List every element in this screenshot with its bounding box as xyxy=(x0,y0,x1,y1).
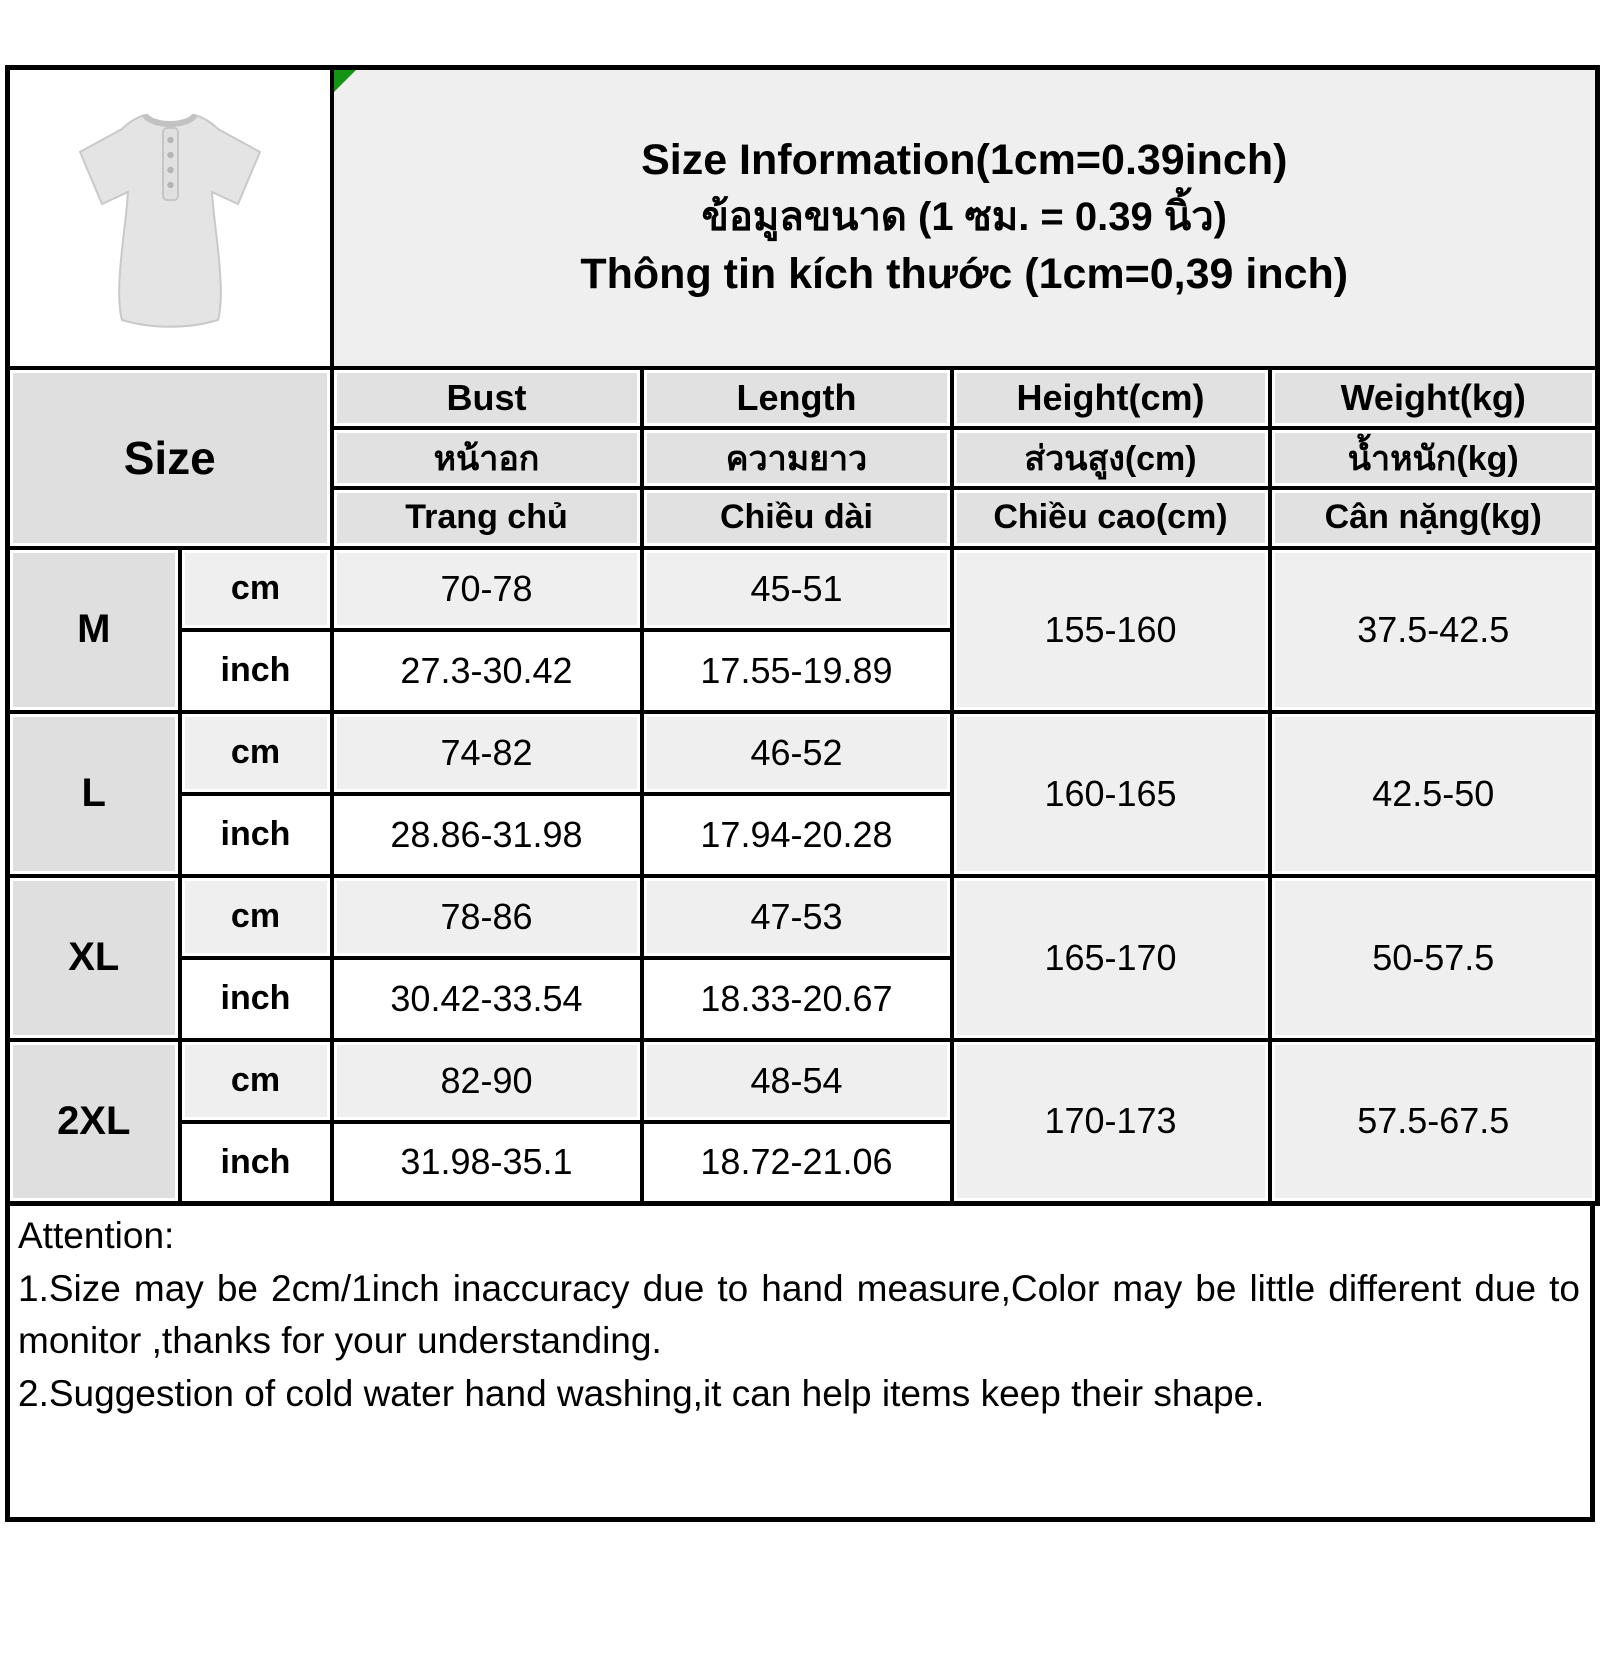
value-weight: 37.5-42.5 xyxy=(1267,545,1600,714)
value-weight: 57.5-67.5 xyxy=(1267,1037,1600,1206)
attention-heading: Attention: xyxy=(18,1215,175,1256)
size-chart-page: Size Information(1cm=0.39inch) ข้อมูลขนา… xyxy=(5,65,1600,1522)
value-bust-cm: 78-86 xyxy=(329,873,644,960)
unit-cm: cm xyxy=(177,1037,334,1124)
value-bust-cm: 74-82 xyxy=(329,709,644,796)
value-height: 155-160 xyxy=(949,545,1272,714)
header-bust-vi: Trang chủ xyxy=(329,485,644,550)
attention-note-2: 2.Suggestion of cold water hand washing,… xyxy=(18,1372,1265,1414)
unit-inch: inch xyxy=(177,627,334,714)
header-weight-vi: Cân nặng(kg) xyxy=(1267,485,1600,550)
value-length-inch: 18.72-21.06 xyxy=(639,1119,954,1206)
header-length-vi: Chiều dài xyxy=(639,485,954,550)
unit-cm: cm xyxy=(177,545,334,632)
size-table: Size Information(1cm=0.39inch) ข้อมูลขนา… xyxy=(5,65,1600,1206)
unit-cm: cm xyxy=(177,709,334,796)
header-height-th: ส่วนสูง(cm) xyxy=(949,425,1272,490)
size-label-m: M xyxy=(5,545,182,714)
value-bust-inch: 30.42-33.54 xyxy=(329,955,644,1042)
size-label-xl: XL xyxy=(5,873,182,1042)
unit-inch: inch xyxy=(177,1119,334,1206)
header-size: Size xyxy=(5,365,334,550)
title-thai: ข้อมูลขนาด (1 ซม. = 0.39 นิ้ว) xyxy=(701,195,1227,240)
value-bust-inch: 31.98-35.1 xyxy=(329,1119,644,1206)
value-height: 160-165 xyxy=(949,709,1272,878)
size-label-2xl: 2XL xyxy=(5,1037,182,1206)
title-vietnamese: Thông tin kích thước (1cm=0,39 inch) xyxy=(580,250,1349,299)
title-english: Size Information(1cm=0.39inch) xyxy=(641,136,1288,185)
unit-inch: inch xyxy=(177,791,334,878)
attention-section: Attention: 1.Size may be 2cm/1inch inacc… xyxy=(5,1206,1595,1522)
value-length-inch: 18.33-20.67 xyxy=(639,955,954,1042)
value-weight: 50-57.5 xyxy=(1267,873,1600,1042)
value-weight: 42.5-50 xyxy=(1267,709,1600,878)
value-height: 165-170 xyxy=(949,873,1272,1042)
header-weight-th: น้ำหนัก(kg) xyxy=(1267,425,1600,490)
title-cell: Size Information(1cm=0.39inch) ข้อมูลขนา… xyxy=(329,65,1600,370)
header-bust-en: Bust xyxy=(329,365,644,430)
unit-cm: cm xyxy=(177,873,334,960)
value-length-cm: 46-52 xyxy=(639,709,954,796)
value-bust-inch: 28.86-31.98 xyxy=(329,791,644,878)
value-bust-cm: 82-90 xyxy=(329,1037,644,1124)
value-length-cm: 48-54 xyxy=(639,1037,954,1124)
header-height-en: Height(cm) xyxy=(949,365,1272,430)
value-length-inch: 17.55-19.89 xyxy=(639,627,954,714)
product-image-cell xyxy=(5,65,334,370)
value-height: 170-173 xyxy=(949,1037,1272,1206)
tshirt-image xyxy=(78,113,262,328)
value-length-inch: 17.94-20.28 xyxy=(639,791,954,878)
value-bust-inch: 27.3-30.42 xyxy=(329,627,644,714)
attention-note-1: 1.Size may be 2cm/1inch inaccuracy due t… xyxy=(18,1267,1580,1362)
header-length-th: ความยาว xyxy=(639,425,954,490)
size-label-l: L xyxy=(5,709,182,878)
header-length-en: Length xyxy=(639,365,954,430)
header-bust-th: หน้าอก xyxy=(329,425,644,490)
value-length-cm: 47-53 xyxy=(639,873,954,960)
unit-inch: inch xyxy=(177,955,334,1042)
header-height-vi: Chiều cao(cm) xyxy=(949,485,1272,550)
green-corner-marker xyxy=(335,71,356,92)
value-length-cm: 45-51 xyxy=(639,545,954,632)
value-bust-cm: 70-78 xyxy=(329,545,644,632)
header-weight-en: Weight(kg) xyxy=(1267,365,1600,430)
